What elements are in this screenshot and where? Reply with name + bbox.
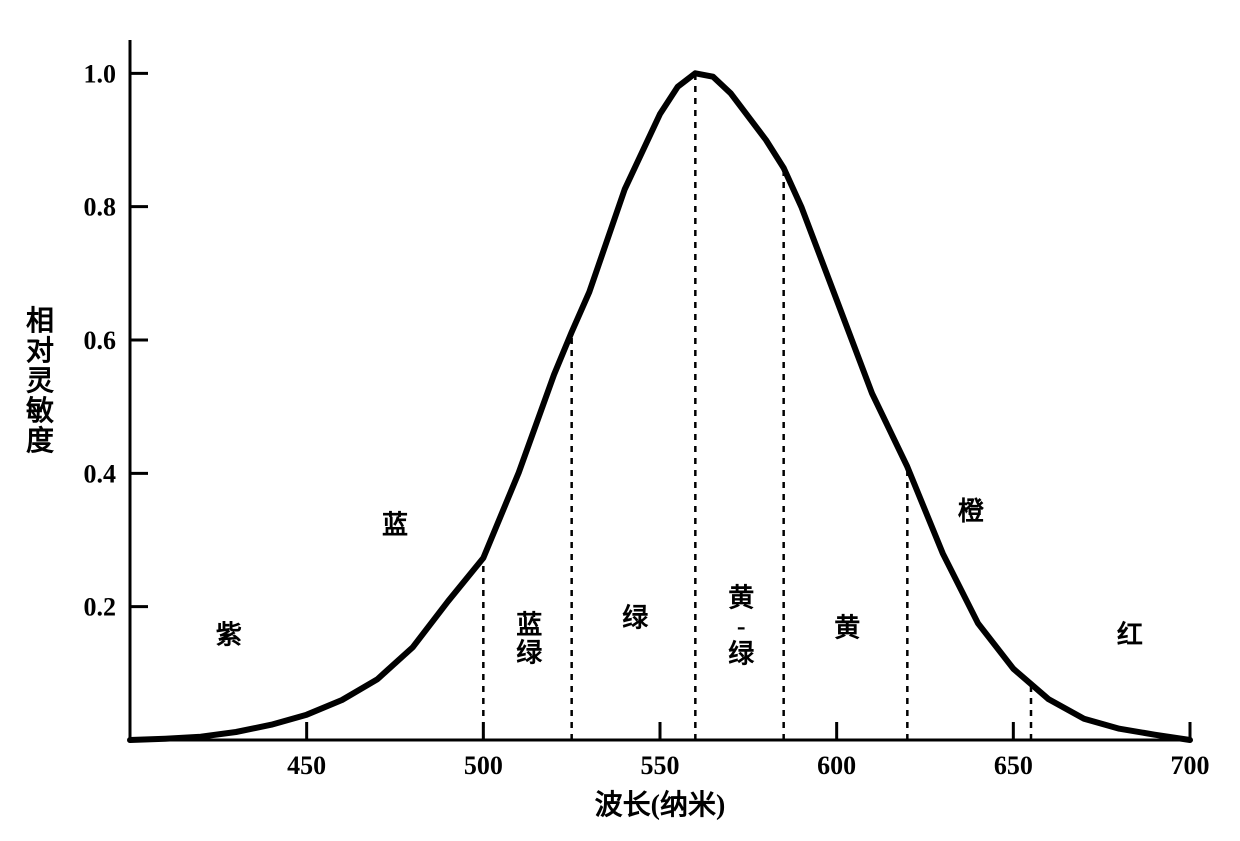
x-tick-label: 600 — [817, 751, 856, 780]
x-tick-label: 550 — [641, 751, 680, 780]
region-label: 橙 — [958, 497, 985, 526]
y-tick-label: 0.4 — [84, 459, 117, 488]
y-tick-label: 0.6 — [84, 326, 117, 355]
region-label: 蓝 — [382, 510, 408, 539]
region-label: 蓝绿 — [516, 610, 543, 667]
x-tick-label: 450 — [287, 751, 326, 780]
y-tick-label: 0.8 — [84, 193, 117, 222]
x-axis-title: 波长(纳米) — [595, 788, 726, 821]
region-label: 黄-绿 — [728, 584, 755, 669]
region-label: 黄 — [834, 614, 860, 643]
y-axis-title: 相对灵敏度 — [25, 305, 54, 457]
y-tick-label: 0.2 — [84, 593, 117, 622]
region-label: 红 — [1117, 619, 1143, 649]
luminosity-curve-chart: 450 500 550 600 650 700 0.2 0.4 0.6 0.8 1.0 紫 蓝蓝绿 绿 黄-… — [0, 0, 1240, 841]
x-tick-label: 650 — [994, 751, 1033, 780]
sensitivity-curve — [130, 73, 1190, 740]
region-label: 绿 — [622, 604, 649, 633]
x-tick-label: 500 — [464, 751, 503, 780]
y-tick-label: 1.0 — [84, 59, 117, 88]
x-tick-label: 700 — [1171, 751, 1210, 780]
region-label: 紫 — [216, 620, 242, 649]
